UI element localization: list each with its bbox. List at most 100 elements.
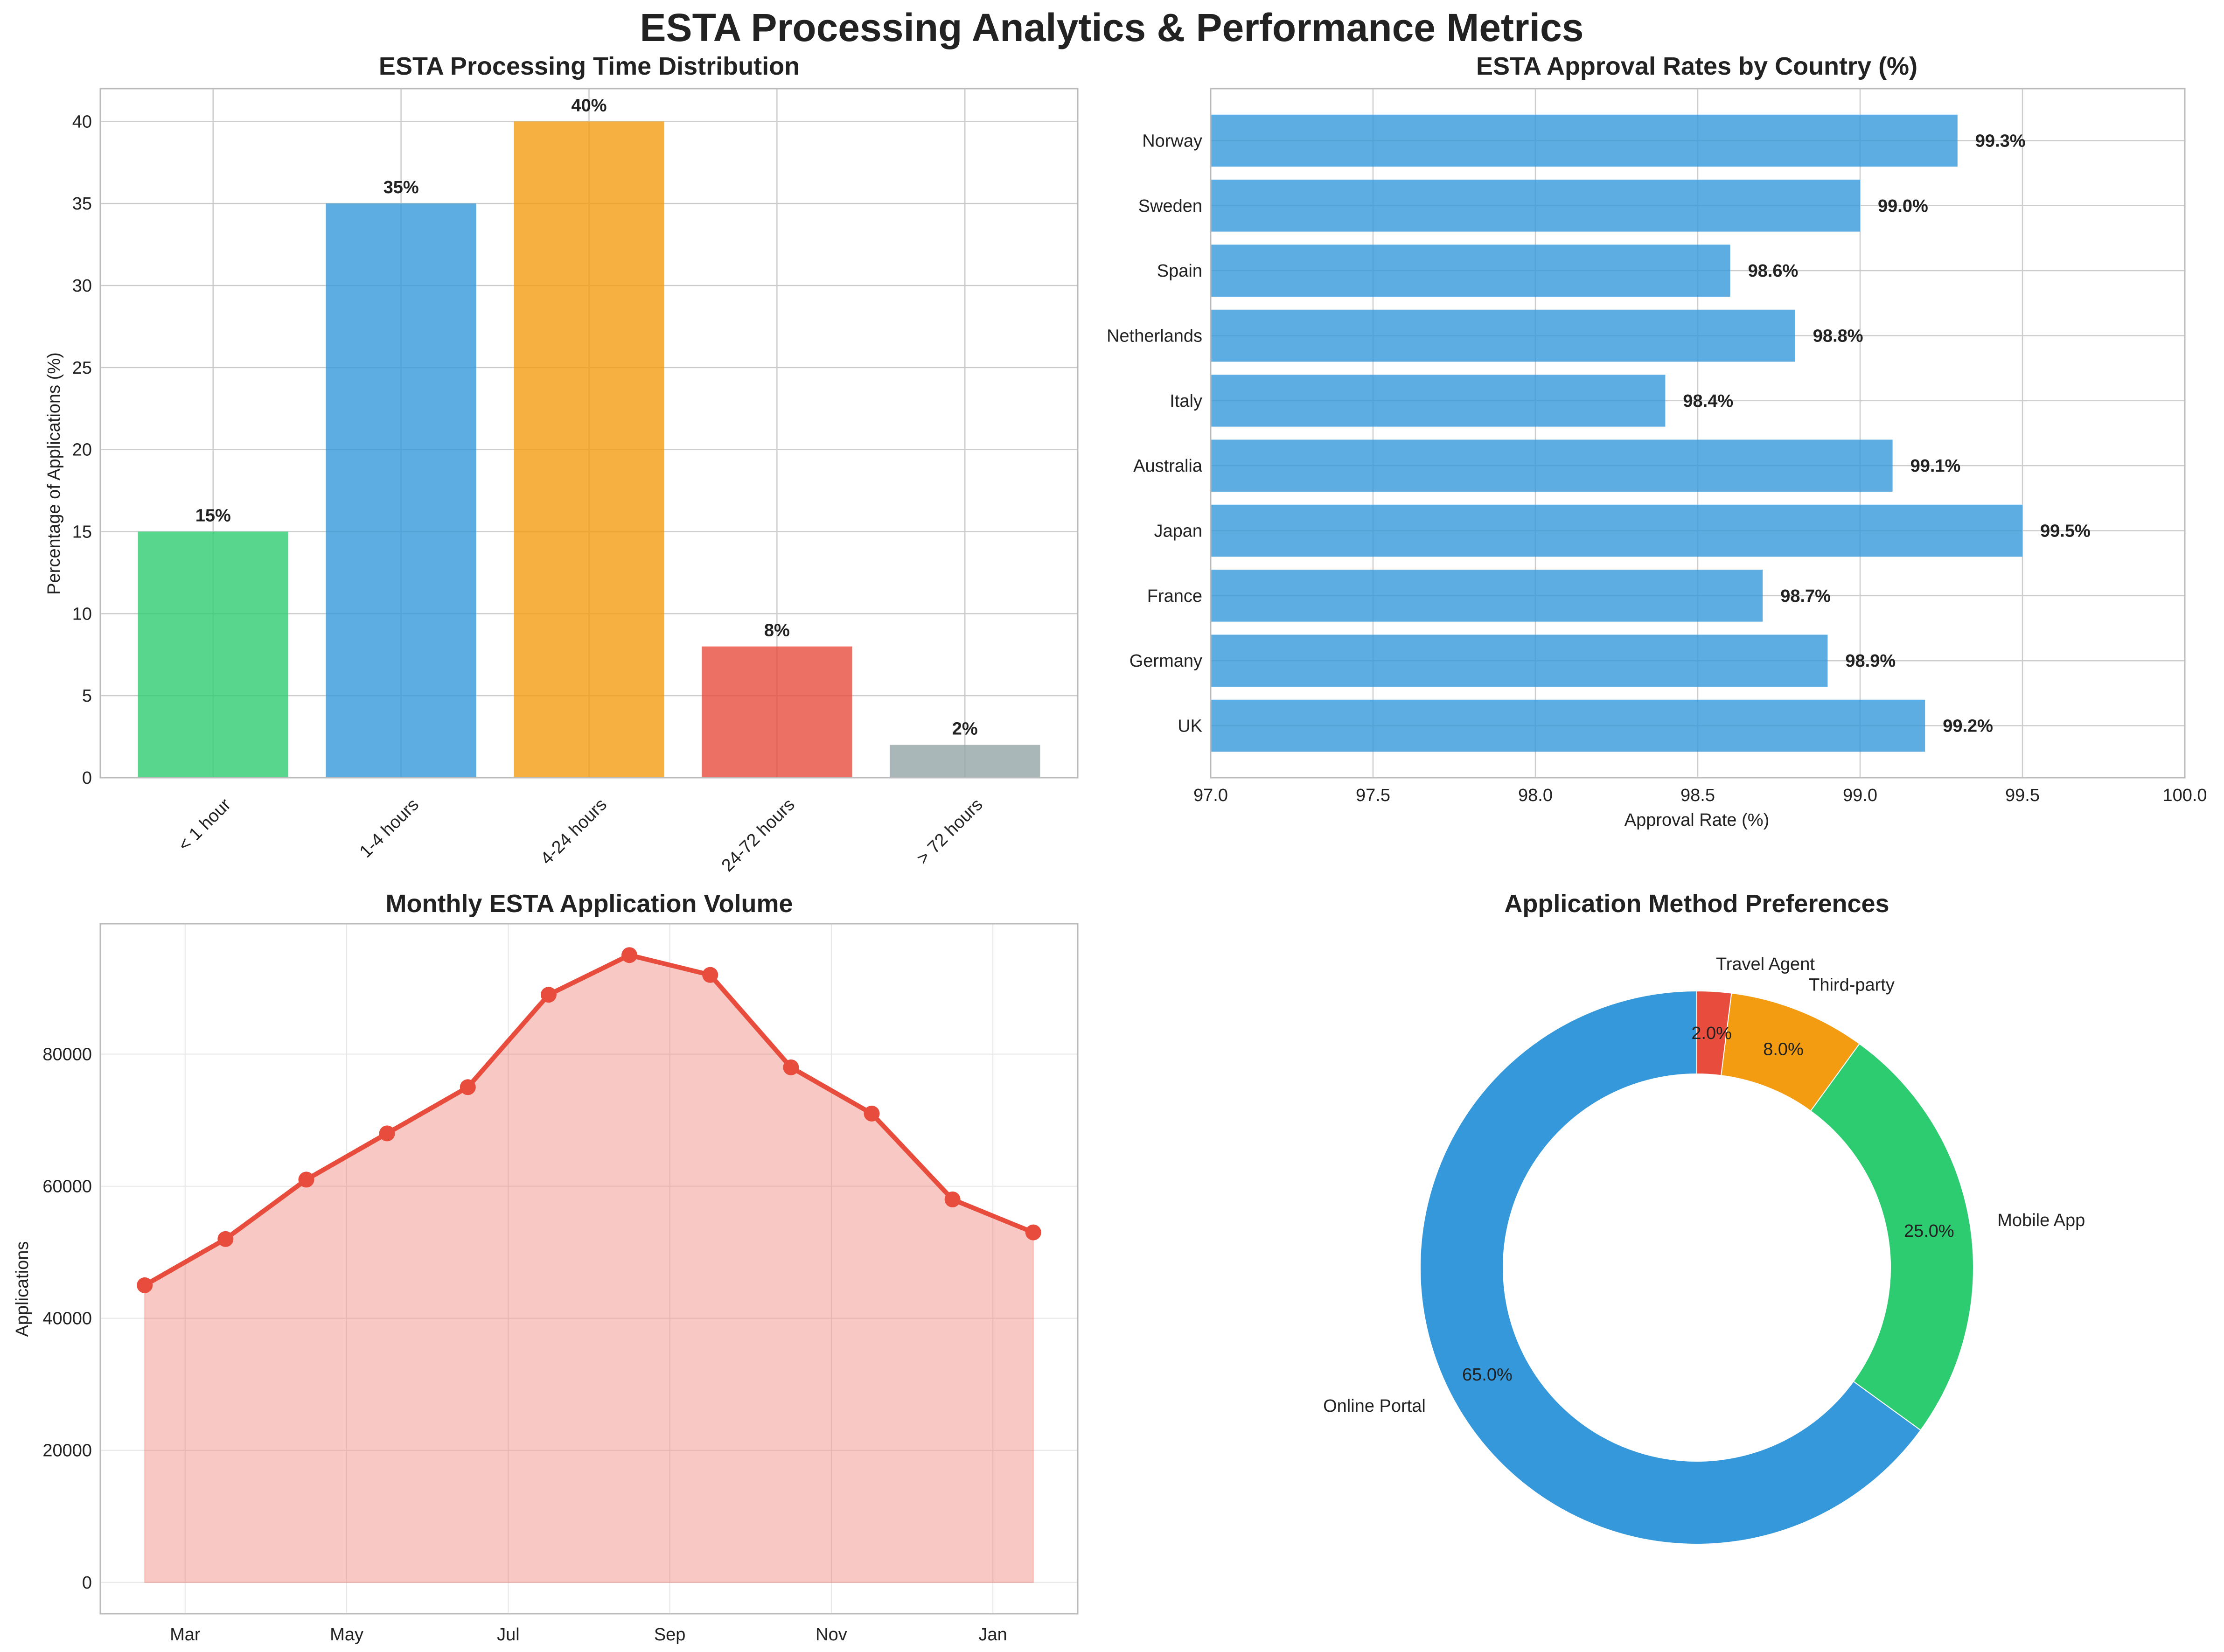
processing-xtick-label: 24-72 hours [718, 795, 799, 876]
approval-chart-title: ESTA Approval Rates by Country (%) [1476, 52, 1917, 80]
approval-ytick-label: Australia [1133, 456, 1203, 476]
approval-bar-label: 98.4% [1683, 391, 1733, 411]
approval-bar [1211, 309, 1795, 362]
processing-ytick-label: 15 [72, 523, 92, 542]
processing-xtick-label: 4-24 hours [537, 795, 611, 869]
approval-bar [1211, 634, 1828, 687]
approval-ytick-label: Italy [1170, 391, 1202, 411]
approval-ytick-label: Germany [1129, 651, 1202, 671]
monthly-ytick-label: 40000 [42, 1309, 92, 1329]
processing-xtick-label: > 72 hours [913, 795, 986, 868]
figure-title: ESTA Processing Analytics & Performance … [640, 6, 1584, 49]
processing-bar [514, 121, 664, 778]
methods-slice [1420, 990, 1922, 1545]
monthly-line [143, 953, 1034, 1288]
monthly-point [379, 1125, 395, 1142]
methods-slice-label: Travel Agent [1716, 955, 1815, 974]
monthly-chart-ylabel: Applications [13, 1241, 32, 1337]
approval-bar-label: 98.6% [1748, 261, 1799, 281]
approval-bar [1211, 504, 2022, 557]
approval-xtick-label: 97.5 [1356, 786, 1390, 805]
processing-bar-label: 40% [571, 96, 607, 115]
methods-slice-pct: 25.0% [1904, 1221, 1954, 1241]
methods-slice-label: Mobile App [1997, 1211, 2085, 1230]
monthly-point [137, 1277, 153, 1293]
monthly-point [298, 1171, 314, 1188]
approval-ytick-label: Sweden [1138, 196, 1202, 216]
monthly-ytick-label: 20000 [42, 1441, 92, 1461]
approval-ytick-label: Netherlands [1107, 326, 1202, 346]
monthly-chart: Monthly ESTA Application Volume Applicat… [13, 890, 1079, 1645]
processing-ytick-label: 10 [72, 604, 92, 624]
processing-bar-label: 2% [952, 719, 978, 739]
approval-bar [1211, 244, 1730, 297]
approval-ytick-label: Japan [1154, 522, 1202, 541]
monthly-area [144, 955, 1034, 1583]
approval-bar [1211, 375, 1666, 427]
monthly-ytick-label: 60000 [42, 1177, 92, 1197]
monthly-point [621, 947, 638, 963]
monthly-xtick-label: Nov [816, 1625, 847, 1645]
methods-slice [1810, 1043, 1974, 1431]
approval-xtick-label: 98.0 [1518, 786, 1553, 805]
processing-ytick-label: 35 [72, 194, 92, 214]
monthly-point [540, 987, 557, 1003]
processing-ytick-label: 0 [82, 768, 92, 788]
approval-chart: ESTA Approval Rates by Country (%) Appro… [1107, 52, 2207, 830]
monthly-point [1025, 1224, 1041, 1241]
processing-chart-title: ESTA Processing Time Distribution [379, 52, 800, 80]
approval-bar [1211, 699, 1925, 752]
processing-plot-frame [99, 88, 1079, 779]
approval-bar-label: 99.1% [1910, 456, 1961, 476]
processing-bar [138, 531, 288, 778]
approval-bar [1211, 439, 1893, 492]
methods-slice [1696, 990, 1732, 1076]
monthly-plot-frame [99, 923, 1079, 1615]
monthly-xtick-label: Jan [979, 1625, 1007, 1645]
approval-bar-label: 99.2% [1943, 717, 1993, 736]
approval-ytick-label: UK [1178, 717, 1202, 736]
approval-bar [1211, 180, 1860, 232]
processing-bar-label: 15% [195, 506, 231, 526]
monthly-point [864, 1105, 880, 1122]
approval-xtick-label: 97.0 [1193, 786, 1228, 805]
monthly-point [217, 1231, 234, 1247]
processing-chart: ESTA Processing Time Distribution Percen… [44, 52, 1079, 876]
methods-slice-pct: 65.0% [1462, 1365, 1513, 1385]
approval-bar [1211, 114, 1958, 167]
approval-xtick-label: 98.5 [1680, 786, 1715, 805]
approval-ytick-label: Spain [1157, 261, 1202, 281]
monthly-xtick-label: Jul [497, 1625, 520, 1645]
monthly-point [702, 967, 718, 983]
approval-bar [1211, 570, 1763, 622]
monthly-xtick-label: Mar [170, 1625, 201, 1645]
methods-slice-label: Third-party [1809, 976, 1895, 995]
approval-xtick-label: 100.0 [2162, 786, 2207, 805]
approval-ytick-label: Norway [1142, 131, 1202, 151]
monthly-chart-title: Monthly ESTA Application Volume [386, 890, 793, 918]
approval-bar-label: 98.8% [1813, 326, 1863, 346]
monthly-point [783, 1059, 799, 1075]
approval-xtick-label: 99.5 [2005, 786, 2040, 805]
processing-ytick-label: 30 [72, 276, 92, 296]
approval-ytick-label: France [1147, 586, 1202, 606]
approval-chart-xlabel: Approval Rate (%) [1624, 810, 1769, 830]
methods-chart-title: Application Method Preferences [1504, 890, 1889, 918]
methods-chart: Application Method Preferences Online Po… [1323, 890, 2085, 1545]
approval-xtick-label: 99.0 [1843, 786, 1877, 805]
methods-slice-pct: 8.0% [1763, 1039, 1804, 1059]
processing-xtick-label: 1-4 hours [356, 795, 423, 862]
methods-slice-pct: 2.0% [1691, 1024, 1732, 1043]
processing-bar [326, 203, 476, 778]
processing-bar [890, 745, 1040, 778]
monthly-ytick-label: 0 [82, 1573, 92, 1593]
monthly-point [460, 1079, 476, 1095]
monthly-point [944, 1191, 961, 1207]
processing-ytick-label: 25 [72, 358, 92, 378]
processing-chart-ylabel: Percentage of Applications (%) [44, 352, 64, 595]
processing-ytick-label: 5 [82, 686, 92, 706]
monthly-xtick-label: May [330, 1625, 363, 1645]
monthly-xtick-label: Sep [654, 1625, 686, 1645]
processing-xtick-label: < 1 hour [174, 795, 235, 855]
